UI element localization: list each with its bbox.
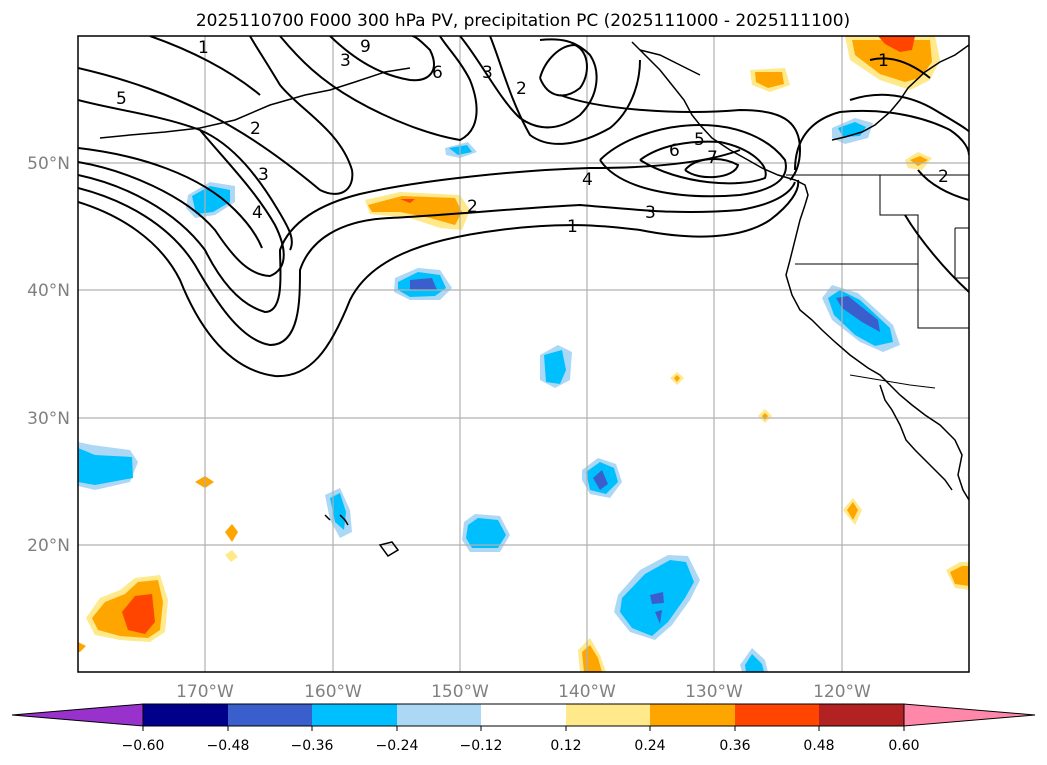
latitude-labels: 50°N 40°N 30°N 20°N [27,154,70,556]
colorbar-segment [143,704,228,726]
colorbar-tick-label: −0.60 [122,738,165,754]
contour-label: 7 [707,148,718,168]
figure-title: 2025110700 F000 300 hPa PV, precipitatio… [196,11,850,31]
contour-label: 6 [432,63,443,83]
contour-label: 2 [938,167,949,187]
colorbar-tick-label: −0.48 [207,738,250,754]
contour-label: 1 [567,217,578,237]
lon-label: 140°W [558,682,616,702]
contour-label: 3 [482,63,493,83]
map-panel: 1 2 3 4 5 6 7 1 2 3 4 5 6 9 3 2 1 2 3 [78,36,969,672]
lat-label: 20°N [27,536,70,556]
contour-label: 2 [250,119,261,139]
colorbar-segment [819,704,904,726]
colorbar-tick-label: 0.60 [888,738,919,754]
contour-label: 4 [252,203,263,223]
contour-label: 2 [516,79,527,99]
contour-label: 2 [467,197,478,217]
contour-label: 5 [694,130,705,150]
colorbar-segment [228,704,312,726]
lat-label: 40°N [27,281,70,301]
contour-label: 3 [258,165,269,185]
contour-label: 9 [360,37,371,57]
longitude-labels: 170°W 160°W 150°W 140°W 130°W 120°W [176,682,871,702]
colorbar-segment [312,704,397,726]
contour-label: 3 [645,203,656,223]
colorbar-tick-label: 0.12 [550,738,581,754]
lon-label: 120°W [813,682,871,702]
contour-label: 1 [198,38,209,58]
contour-label: 4 [582,170,593,190]
colorbar-tick-label: −0.36 [291,738,334,754]
colorbar-tick-label: −0.12 [460,738,503,754]
colorbar-segment [481,704,566,726]
pv-precip-map-figure: 2025110700 F000 300 hPa PV, precipitatio… [0,0,1047,765]
colorbar-segment [397,704,481,726]
colorbar-tick-label: 0.24 [634,738,665,754]
colorbar-segment [735,704,819,726]
lon-label: 150°W [431,682,489,702]
contour-label: 5 [116,89,127,109]
colorbar-tick-label: 0.36 [719,738,750,754]
colorbar: −0.60 −0.48 −0.36 −0.24 −0.12 0.12 0.24 … [12,704,1035,754]
contour-label: 6 [669,141,680,161]
colorbar-tick-label: 0.48 [803,738,834,754]
colorbar-segment [566,704,650,726]
lat-label: 30°N [27,409,70,429]
colorbar-tick-label: −0.24 [376,738,419,754]
lon-label: 160°W [304,682,362,702]
contour-label: 1 [878,51,889,71]
colorbar-segment [650,704,735,726]
lon-label: 170°W [176,682,234,702]
lon-label: 130°W [685,682,743,702]
lat-label: 50°N [27,154,70,174]
contour-label: 3 [340,51,351,71]
colorbar-over-triangle [904,704,1035,726]
colorbar-under-triangle [12,704,143,726]
